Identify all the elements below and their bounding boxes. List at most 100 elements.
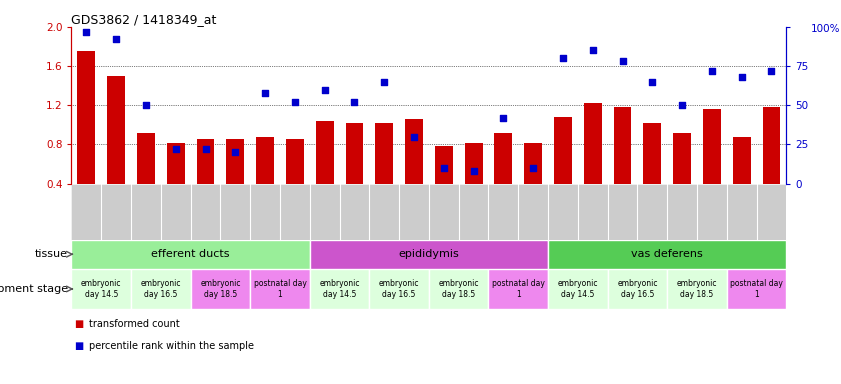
Bar <box>346 123 363 184</box>
Bar <box>71 184 101 240</box>
Point <box>616 58 629 65</box>
Text: embryonic
day 18.5: embryonic day 18.5 <box>677 279 717 299</box>
Bar <box>697 184 727 240</box>
Point <box>407 134 420 140</box>
Bar <box>405 119 423 184</box>
Point <box>437 165 451 171</box>
Point <box>198 146 212 152</box>
Bar <box>101 184 131 240</box>
Bar <box>607 269 667 309</box>
Text: percentile rank within the sample: percentile rank within the sample <box>89 341 254 351</box>
Point <box>586 47 600 53</box>
Point <box>764 68 778 74</box>
Bar <box>309 240 548 269</box>
Bar <box>131 184 161 240</box>
Bar <box>369 184 399 240</box>
Point <box>80 28 93 35</box>
Point <box>675 102 689 108</box>
Bar <box>607 184 637 240</box>
Bar <box>429 269 489 309</box>
Point <box>229 149 242 156</box>
Bar <box>667 269 727 309</box>
Text: embryonic
day 14.5: embryonic day 14.5 <box>320 279 360 299</box>
Bar <box>703 109 721 184</box>
Bar <box>464 142 483 184</box>
Bar <box>309 184 340 240</box>
Bar <box>375 123 393 184</box>
Bar <box>161 184 191 240</box>
Bar <box>548 240 786 269</box>
Bar <box>107 76 125 184</box>
Point <box>705 68 718 74</box>
Bar <box>280 184 309 240</box>
Point <box>646 79 659 85</box>
Bar <box>673 133 691 184</box>
Bar <box>548 269 607 309</box>
Bar <box>548 184 578 240</box>
Bar <box>315 121 334 184</box>
Text: embryonic
day 18.5: embryonic day 18.5 <box>200 279 241 299</box>
Text: development stage: development stage <box>0 284 68 294</box>
Bar <box>340 184 369 240</box>
Text: transformed count: transformed count <box>89 319 180 329</box>
Text: embryonic
day 16.5: embryonic day 16.5 <box>140 279 181 299</box>
Bar <box>399 184 429 240</box>
Bar <box>71 240 309 269</box>
Bar <box>251 269 309 309</box>
Point <box>288 99 302 105</box>
Bar <box>435 146 452 184</box>
Point <box>735 74 748 80</box>
Y-axis label: 100%: 100% <box>811 24 840 34</box>
Bar <box>167 142 185 184</box>
Bar <box>77 51 95 184</box>
Bar <box>614 107 632 184</box>
Text: efferent ducts: efferent ducts <box>151 249 230 259</box>
Text: epididymis: epididymis <box>399 249 459 259</box>
Point <box>497 115 510 121</box>
Bar <box>524 142 542 184</box>
Point <box>467 168 480 174</box>
Text: embryonic
day 14.5: embryonic day 14.5 <box>558 279 598 299</box>
Bar <box>489 269 548 309</box>
Bar <box>584 103 601 184</box>
Bar <box>495 133 512 184</box>
Point <box>526 165 540 171</box>
Bar <box>191 184 220 240</box>
Point <box>258 90 272 96</box>
Bar <box>137 133 155 184</box>
Point <box>109 36 123 43</box>
Point <box>318 86 331 93</box>
Bar <box>197 139 214 184</box>
Text: embryonic
day 18.5: embryonic day 18.5 <box>438 279 479 299</box>
Bar <box>131 269 191 309</box>
Bar <box>489 184 518 240</box>
Text: postnatal day
1: postnatal day 1 <box>492 279 545 299</box>
Text: postnatal day
1: postnatal day 1 <box>730 279 783 299</box>
Bar <box>191 269 251 309</box>
Text: embryonic
day 16.5: embryonic day 16.5 <box>617 279 658 299</box>
Text: GDS3862 / 1418349_at: GDS3862 / 1418349_at <box>71 13 217 26</box>
Bar <box>578 184 607 240</box>
Text: vas deferens: vas deferens <box>632 249 703 259</box>
Bar <box>309 269 369 309</box>
Bar <box>637 184 667 240</box>
Point <box>347 99 361 105</box>
Text: ■: ■ <box>74 319 83 329</box>
Bar <box>257 137 274 184</box>
Bar <box>763 107 780 184</box>
Bar <box>220 184 251 240</box>
Bar <box>518 184 548 240</box>
Bar <box>458 184 489 240</box>
Bar <box>667 184 697 240</box>
Bar <box>554 117 572 184</box>
Text: embryonic
day 16.5: embryonic day 16.5 <box>379 279 420 299</box>
Text: ■: ■ <box>74 341 83 351</box>
Text: postnatal day
1: postnatal day 1 <box>253 279 306 299</box>
Bar <box>643 123 661 184</box>
Bar <box>727 269 786 309</box>
Bar <box>251 184 280 240</box>
Point <box>556 55 569 61</box>
Text: embryonic
day 14.5: embryonic day 14.5 <box>81 279 121 299</box>
Bar <box>286 139 304 184</box>
Bar <box>71 269 131 309</box>
